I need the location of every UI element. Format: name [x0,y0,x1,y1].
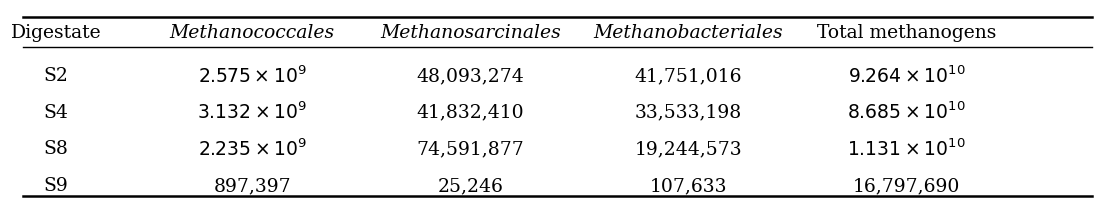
Text: 33,533,198: 33,533,198 [635,103,742,121]
Text: 16,797,690: 16,797,690 [852,176,960,194]
Text: Methanobacteriales: Methanobacteriales [594,24,783,42]
Text: 48,093,274: 48,093,274 [416,67,524,84]
Text: $3.132\times10^{9}$: $3.132\times10^{9}$ [198,101,307,123]
Text: $2.235\times10^{9}$: $2.235\times10^{9}$ [198,138,307,159]
Text: 19,244,573: 19,244,573 [635,140,742,158]
Text: $2.575\times10^{9}$: $2.575\times10^{9}$ [198,65,307,86]
Text: 74,591,877: 74,591,877 [416,140,524,158]
Text: 41,751,016: 41,751,016 [635,67,742,84]
Text: 41,832,410: 41,832,410 [416,103,524,121]
Text: Total methanogens: Total methanogens [817,24,996,42]
Text: S2: S2 [44,67,68,84]
Text: S9: S9 [44,176,68,194]
Text: $8.685\times10^{10}$: $8.685\times10^{10}$ [847,101,966,123]
Text: Methanosarcinales: Methanosarcinales [380,24,561,42]
Text: S4: S4 [44,103,68,121]
Text: 25,246: 25,246 [437,176,503,194]
Text: $9.264\times10^{10}$: $9.264\times10^{10}$ [848,65,965,86]
Text: 107,633: 107,633 [649,176,728,194]
Text: Methanococcales: Methanococcales [170,24,335,42]
Text: $1.131\times10^{10}$: $1.131\times10^{10}$ [847,138,966,159]
Text: S8: S8 [44,140,68,158]
Text: 897,397: 897,397 [213,176,291,194]
Text: Digestate: Digestate [11,24,102,42]
